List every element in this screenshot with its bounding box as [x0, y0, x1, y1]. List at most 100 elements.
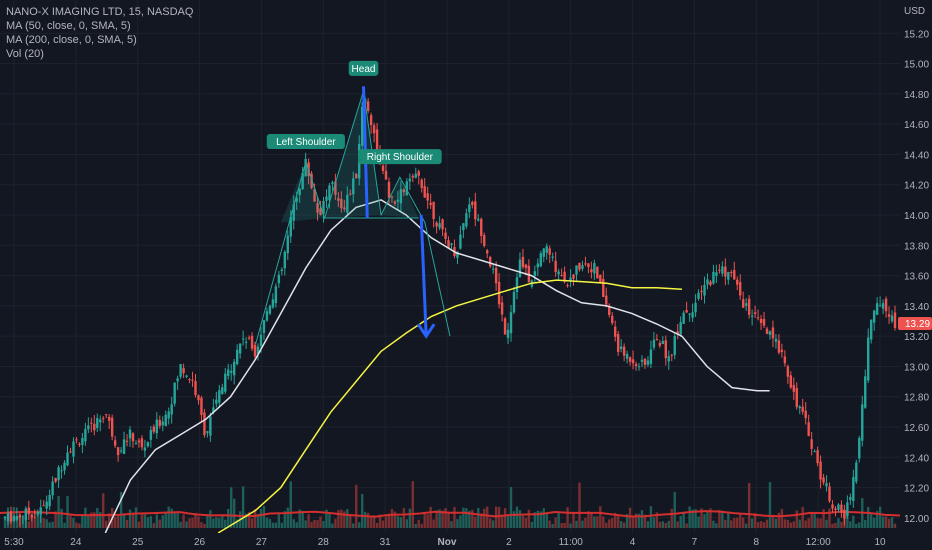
candle-body: [887, 314, 891, 317]
candle-body: [131, 433, 135, 442]
candle-body: [134, 443, 138, 445]
candle-body: [18, 514, 22, 518]
candle-body: [346, 194, 349, 213]
volume-bar: [423, 511, 426, 528]
volume-bar: [149, 516, 153, 528]
y-tick-label: 13.60: [904, 272, 929, 283]
candle-body: [762, 318, 766, 326]
volume-bar: [739, 513, 742, 528]
volume-bar: [855, 523, 858, 528]
candle-body: [578, 262, 581, 270]
candle-body: [24, 508, 28, 521]
candle-body: [283, 251, 286, 269]
volume-bar: [736, 517, 739, 528]
candle-body: [355, 174, 358, 179]
candle-body: [661, 341, 665, 344]
volume-bar: [747, 482, 751, 528]
candle-body: [173, 382, 176, 404]
candle-body: [777, 340, 781, 353]
candle-body: [51, 481, 54, 496]
candle-body: [75, 439, 78, 441]
volume-bar: [649, 506, 653, 528]
volume-bar: [459, 515, 462, 528]
x-tick-label: 2: [506, 537, 512, 548]
price-axis[interactable]: [900, 0, 932, 533]
volume-bar: [816, 518, 819, 528]
volume-bar: [596, 516, 599, 528]
candle-body: [608, 305, 611, 316]
volume-bar: [465, 508, 468, 528]
volume-bar: [200, 522, 203, 528]
volume-bar: [441, 510, 444, 528]
volume-bar: [852, 515, 855, 528]
candle-body: [250, 335, 254, 349]
volume-bar: [584, 517, 587, 528]
volume-bar: [253, 509, 257, 528]
candle-body: [602, 279, 605, 298]
candle-body: [360, 107, 364, 146]
volume-bar: [107, 513, 111, 528]
candle-body: [194, 381, 197, 396]
candle-body: [792, 384, 795, 392]
volume-bar: [679, 515, 682, 528]
candle-body: [625, 354, 629, 359]
volume-bar: [667, 520, 670, 528]
last-price-value: 13.29: [905, 319, 930, 330]
volume-bar: [837, 518, 840, 528]
y-tick-label: 14.40: [904, 150, 929, 161]
volume-bar: [152, 523, 156, 528]
volume-bar: [786, 519, 790, 528]
volume-bar: [715, 523, 718, 528]
volume-bar: [846, 511, 849, 528]
candle-body: [557, 271, 560, 275]
candle-body: [387, 181, 391, 198]
candle-body: [107, 416, 111, 421]
volume-bar: [69, 515, 72, 528]
candle-body: [447, 240, 450, 249]
candle-body: [212, 407, 215, 413]
candle-body: [164, 414, 167, 427]
candle-body: [301, 173, 304, 190]
candle-body: [411, 175, 414, 178]
candle-body: [456, 251, 459, 258]
candle-body: [423, 186, 426, 198]
volume-bar: [795, 510, 798, 528]
candle-body: [414, 173, 417, 178]
volume-bar: [539, 511, 542, 528]
candle-body: [325, 196, 328, 201]
candle-body: [408, 178, 412, 182]
x-tick-label: 26: [194, 537, 206, 548]
candle-body: [39, 507, 42, 515]
volume-bar: [563, 522, 566, 528]
volume-bar: [789, 522, 793, 528]
volume-bar: [774, 518, 778, 528]
volume-bar: [664, 522, 668, 528]
time-axis[interactable]: [0, 533, 932, 550]
candle-body: [712, 271, 715, 284]
volume-bar: [155, 514, 159, 528]
volume-bar: [185, 521, 188, 528]
time-axis-ticks: 5:30 24 25 26 27 28 31 Nov 2 11:00 4 7 8 12:00 10: [4, 537, 886, 548]
candle-body: [634, 363, 638, 367]
volume-bar: [730, 520, 733, 528]
volume-bar: [477, 507, 480, 528]
candle-body: [149, 430, 153, 440]
y-tick-label: 13.20: [904, 332, 929, 343]
volume-bar: [801, 506, 804, 528]
candle-body: [393, 201, 397, 204]
candle-body: [161, 421, 164, 426]
volume-bar: [480, 513, 483, 528]
volume-bar: [179, 521, 182, 528]
candle-body: [450, 243, 453, 245]
volume-bar: [560, 522, 563, 528]
candle-body: [432, 201, 435, 219]
volume-bar: [771, 514, 775, 528]
candle-body: [146, 442, 150, 447]
candle-body: [96, 418, 99, 428]
volume-bar: [691, 509, 694, 528]
candle-body: [795, 387, 798, 408]
volume-bar: [875, 511, 879, 528]
candle-body: [352, 178, 355, 195]
